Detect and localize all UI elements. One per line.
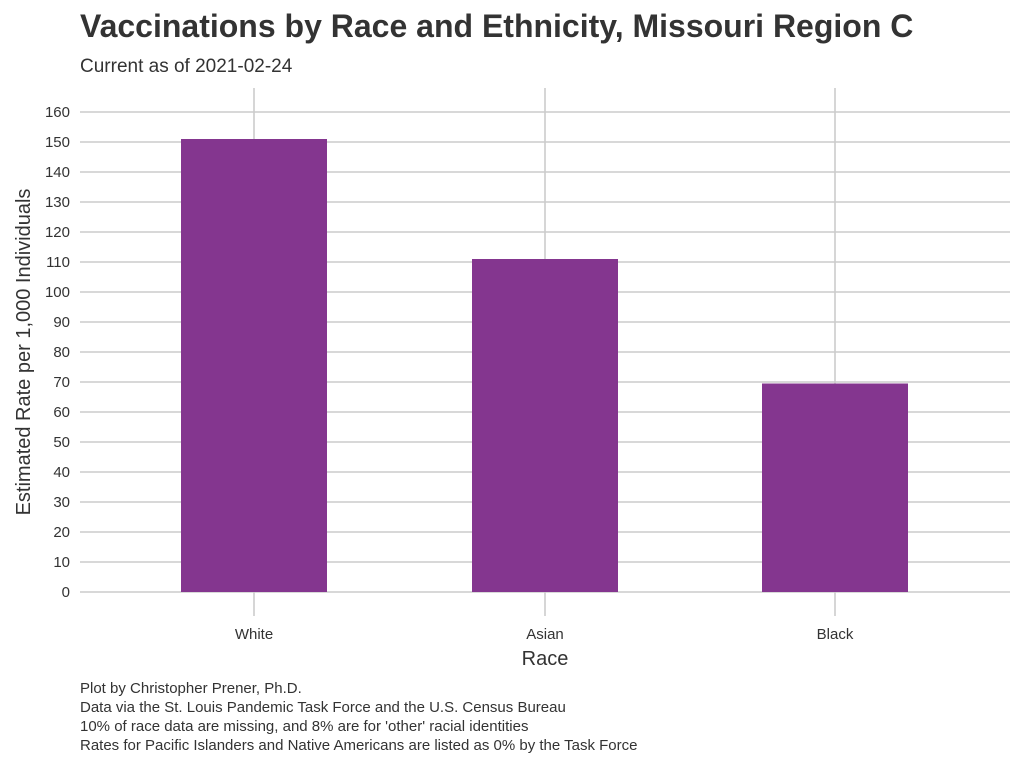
y-tick-label-30: 30 xyxy=(53,494,70,511)
y-axis-title: Estimated Rate per 1,000 Individuals xyxy=(13,189,35,516)
caption-line-missing-note: 10% of race data are missing, and 8% are… xyxy=(80,718,529,735)
chart-caption: Plot by Christopher Prener, Ph.D. Data v… xyxy=(80,679,637,755)
y-tick-label-0: 0 xyxy=(62,584,70,601)
bar-white xyxy=(181,139,327,592)
y-tick-label-90: 90 xyxy=(53,314,70,331)
y-tick-label-50: 50 xyxy=(53,434,70,451)
y-tick-label-80: 80 xyxy=(53,344,70,361)
chart-subtitle: Current as of 2021-02-24 xyxy=(80,56,293,77)
y-tick-label-20: 20 xyxy=(53,524,70,541)
caption-line-rates-note: Rates for Pacific Islanders and Native A… xyxy=(80,737,638,754)
chart-title: Vaccinations by Race and Ethnicity, Miss… xyxy=(80,8,914,44)
y-tick-label-10: 10 xyxy=(53,554,70,571)
x-tick-label-asian: Asian xyxy=(526,626,564,643)
bar-black xyxy=(762,383,908,592)
x-axis-tick-labels: White Asian Black xyxy=(235,626,854,643)
x-axis-title: Race xyxy=(522,648,569,670)
y-tick-label-130: 130 xyxy=(45,194,70,211)
y-tick-label-160: 160 xyxy=(45,104,70,121)
y-tick-label-60: 60 xyxy=(53,404,70,421)
bar-asian xyxy=(472,259,618,592)
bars xyxy=(181,139,908,592)
x-tick-label-black: Black xyxy=(817,626,854,643)
caption-line-author: Plot by Christopher Prener, Ph.D. xyxy=(80,680,302,697)
y-tick-label-70: 70 xyxy=(53,374,70,391)
y-axis-tick-labels: 0 10 20 30 40 50 60 70 80 90 100 110 120 130 140 150 160 xyxy=(45,104,70,601)
y-tick-label-110: 110 xyxy=(46,254,70,271)
y-tick-label-120: 120 xyxy=(45,224,70,241)
caption-line-source: Data via the St. Louis Pandemic Task For… xyxy=(80,699,566,716)
y-tick-label-150: 150 xyxy=(45,134,70,151)
y-tick-label-140: 140 xyxy=(45,164,70,181)
x-tick-label-white: White xyxy=(235,626,273,643)
y-tick-label-100: 100 xyxy=(45,284,70,301)
y-tick-label-40: 40 xyxy=(53,464,70,481)
